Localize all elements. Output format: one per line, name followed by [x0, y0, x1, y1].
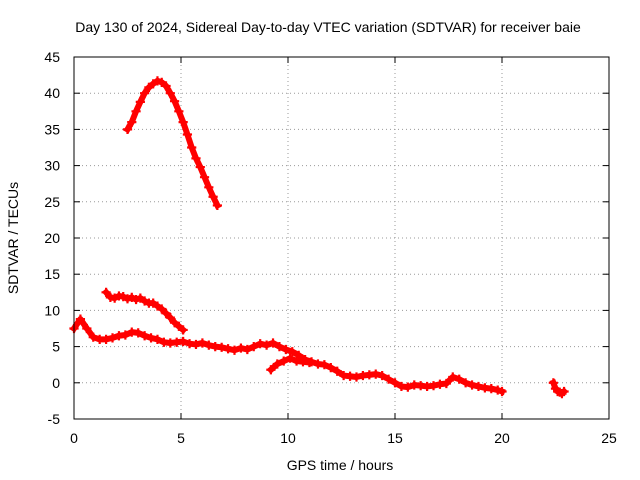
y-tick-label: 20	[44, 230, 60, 246]
series-main-trace	[69, 314, 507, 397]
y-tick-label: 30	[44, 158, 60, 174]
y-tick-label: 45	[44, 49, 60, 65]
y-tick-label: 0	[52, 375, 60, 391]
x-tick-label: 0	[70, 430, 78, 446]
x-tick-label: 15	[387, 430, 403, 446]
series-band	[101, 288, 188, 335]
x-tick-label: 5	[177, 430, 185, 446]
series-branch-9-to-11	[266, 353, 314, 375]
x-tick-label: 10	[280, 430, 296, 446]
y-tick-label: 5	[52, 339, 60, 355]
y-tick-label: -5	[48, 411, 61, 427]
axis-ticks: 0 5 10 15 20 25 -5 0 5 10 15 20 25 30 35 40 45	[44, 49, 617, 446]
x-axis-label: GPS time / hours	[287, 457, 394, 473]
y-tick-label: 10	[44, 302, 60, 318]
x-tick-label: 20	[494, 430, 510, 446]
y-tick-label: 15	[44, 266, 60, 282]
series-late-cluster	[548, 378, 569, 399]
series-second-band	[101, 287, 188, 335]
data-markers	[69, 76, 569, 399]
series-band	[123, 77, 222, 210]
chart-title: Day 130 of 2024, Sidereal Day-to-day VTE…	[75, 19, 581, 35]
y-tick-label: 25	[44, 194, 60, 210]
y-axis-label: SDTVAR / TECUs	[5, 182, 21, 294]
series-band	[549, 378, 569, 397]
y-tick-label: 35	[44, 121, 60, 137]
series-band	[266, 355, 313, 375]
y-tick-label: 40	[44, 85, 60, 101]
series-upper-arc	[122, 76, 222, 211]
x-tick-label: 25	[601, 430, 617, 446]
series-band	[69, 316, 506, 396]
